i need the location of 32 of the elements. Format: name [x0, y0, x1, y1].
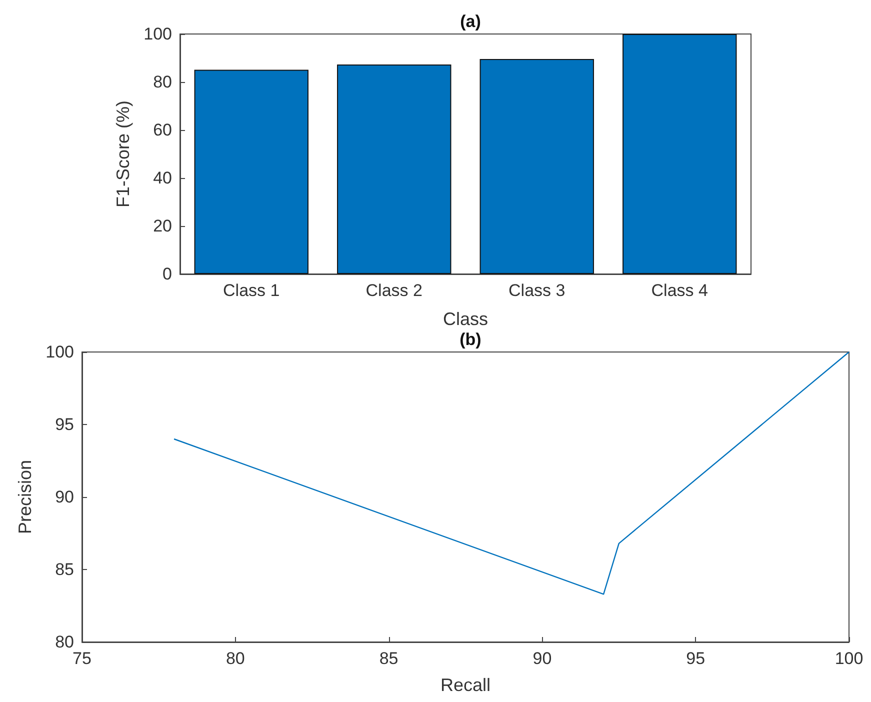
y-tick-label: 40: [153, 168, 172, 188]
x-axis-title: Recall: [440, 675, 491, 695]
y-tick-label: 100: [144, 24, 172, 44]
y-tick-label: 80: [55, 632, 74, 652]
y-tick-label: 20: [153, 216, 172, 236]
bar: [622, 34, 737, 274]
x-tick-label: 100: [834, 649, 864, 668]
x-tick-label: 95: [686, 649, 706, 668]
chart-title: (b): [460, 330, 482, 349]
line-series: [173, 351, 850, 595]
y-axis-title: F1-Score (%): [113, 100, 133, 208]
y-tick-label: 95: [55, 415, 74, 434]
bar: [337, 64, 452, 274]
y-tick-label: 80: [153, 72, 172, 92]
x-tick-label: Class 3: [508, 281, 566, 300]
x-axis-title: Class: [442, 309, 488, 329]
x-tick-label: 90: [532, 649, 552, 668]
x-tick-label: 85: [379, 649, 398, 668]
y-tick-label: 100: [46, 342, 74, 362]
bar: [480, 58, 594, 274]
y-tick-label: 85: [55, 560, 74, 579]
x-tick-label: Class 1: [223, 281, 280, 300]
x-tick-label: 75: [72, 649, 92, 668]
bar: [194, 70, 308, 274]
chart-title: (a): [460, 12, 481, 31]
y-tick-label: 90: [55, 488, 74, 506]
x-tick-label: Class 4: [651, 281, 708, 300]
y-tick-label: 60: [153, 120, 172, 140]
x-tick-label: 80: [226, 649, 245, 668]
x-tick-label: Class 2: [366, 281, 422, 300]
y-axis-title: Precision: [15, 460, 35, 534]
y-tick-label: 0: [162, 264, 172, 284]
